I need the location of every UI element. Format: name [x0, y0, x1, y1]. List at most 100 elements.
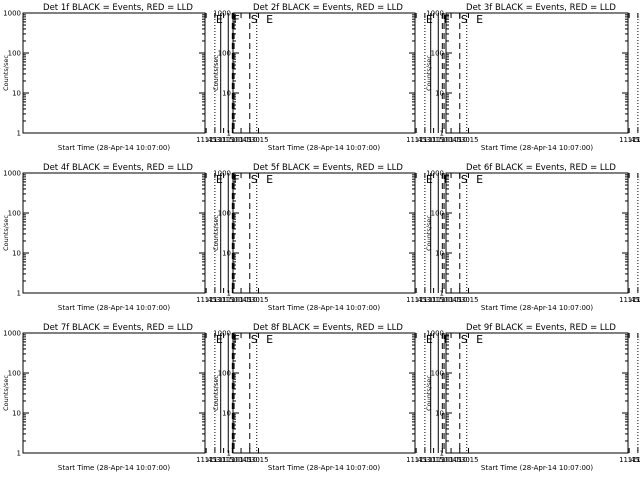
panel-6: Det 6f BLACK = Events, RED = LLD 1 10 100 10… — [425, 163, 640, 312]
y-tick-label: 100 — [431, 370, 444, 378]
y-tick-label: 10 — [222, 90, 231, 98]
y-tick-label: 1000 — [426, 330, 444, 338]
region-marker-e: E — [216, 13, 223, 26]
events-series-line — [250, 223, 260, 234]
y-tick-label: 1000 — [3, 10, 21, 18]
panel-1: Det 1f BLACK = Events, RED = LLD 1 10 100 10… — [2, 3, 273, 152]
y-tick-label: 1000 — [213, 170, 231, 178]
y-tick-label: 100 — [218, 370, 231, 378]
x-tick-label: 11:15 — [214, 136, 234, 144]
x-tick-label: 10:30 — [450, 136, 470, 144]
region-marker-e: E — [426, 173, 433, 186]
y-axis-label: Counts/sec — [425, 215, 433, 251]
x-tick-label: 11:30 — [205, 296, 225, 304]
chart-title: Det 2f BLACK = Events, RED = LLD — [253, 3, 403, 13]
panel-4: Det 4f BLACK = Events, RED = LLD 1 10 100 10… — [2, 163, 273, 312]
plot-frame — [232, 172, 416, 294]
x-axis-label: Start Time (28-Apr-14 10:07:00) — [481, 304, 593, 312]
region-marker-e: E — [639, 173, 640, 186]
x-tick-label: 10:30 — [240, 456, 260, 464]
x-tick-label: 11:45 — [619, 136, 639, 144]
x-tick-label: 11:15 — [637, 136, 640, 144]
y-tick-label: 10 — [222, 250, 231, 258]
y-axis-label: Counts/sec — [212, 55, 220, 91]
y-tick-label: 100 — [8, 210, 21, 218]
region-marker-s: S — [251, 173, 258, 186]
x-tick-label: 11:15 — [637, 296, 640, 304]
y-axis-label: Counts/sec — [2, 375, 10, 411]
panel-7: Det 7f BLACK = Events, RED = LLD 1 10 100 10… — [2, 323, 273, 472]
panel-5: Det 5f BLACK = Events, RED = LLD 1 10 100 10… — [212, 163, 483, 312]
y-tick-label: 10 — [435, 410, 444, 418]
x-tick-label: 10:45 — [231, 456, 251, 464]
y-tick-label: 1000 — [213, 330, 231, 338]
y-tick-label: 10 — [435, 250, 444, 258]
y-tick-label: 1000 — [426, 10, 444, 18]
x-tick-label: 11:15 — [214, 456, 234, 464]
x-tick-label: 11:45 — [619, 456, 639, 464]
y-tick-label: 1 — [227, 290, 231, 298]
region-marker-e: E — [476, 173, 483, 186]
events-series-line — [250, 61, 260, 72]
region-marker-e: E — [266, 173, 273, 186]
y-axis-label: Counts/sec — [212, 375, 220, 411]
y-tick-label: 1000 — [426, 170, 444, 178]
y-axis-label: Counts/sec — [425, 375, 433, 411]
y-tick-label: 100 — [218, 50, 231, 58]
region-marker-e: E — [639, 333, 640, 346]
x-tick-label: 10:15 — [458, 136, 478, 144]
y-axis-label: Counts/sec — [2, 55, 10, 91]
x-tick-label: 11:45 — [619, 296, 639, 304]
panel-8: Det 8f BLACK = Events, RED = LLD 1 10 100 10… — [212, 323, 483, 472]
x-tick-label: 11:15 — [424, 296, 444, 304]
panel-2: Det 2f BLACK = Events, RED = LLD 1 10 100 10… — [212, 3, 483, 152]
x-tick-label: 11:15 — [424, 456, 444, 464]
x-tick-label: 11:00 — [432, 136, 452, 144]
y-tick-label: 1000 — [3, 170, 21, 178]
chart-title: Det 5f BLACK = Events, RED = LLD — [253, 163, 403, 173]
plot-frame — [232, 12, 416, 134]
region-marker-e: E — [216, 173, 223, 186]
region-marker-e: E — [476, 333, 483, 346]
region-marker-f: F — [233, 13, 239, 26]
y-tick-label: 10 — [12, 410, 21, 418]
x-tick-label: 10:45 — [231, 296, 251, 304]
x-tick-label: 11:00 — [222, 136, 242, 144]
plot-frame — [22, 12, 206, 134]
region-marker-e: E — [216, 333, 223, 346]
x-tick-label: 11:00 — [222, 456, 242, 464]
y-tick-label: 1000 — [3, 330, 21, 338]
x-tick-label: 11:30 — [205, 456, 225, 464]
chart-title: Det 6f BLACK = Events, RED = LLD — [466, 163, 616, 173]
region-marker-e: E — [639, 13, 640, 26]
x-tick-label: 11:15 — [424, 136, 444, 144]
y-tick-label: 100 — [8, 370, 21, 378]
x-tick-label: 10:45 — [441, 136, 461, 144]
events-series-line — [632, 368, 640, 389]
x-axis-label: Start Time (28-Apr-14 10:07:00) — [268, 304, 380, 312]
x-tick-label: 10:15 — [458, 296, 478, 304]
events-series-line — [460, 223, 470, 234]
y-tick-label: 1 — [440, 130, 444, 138]
region-marker-s: S — [251, 13, 258, 26]
plot-frame — [22, 332, 206, 454]
y-tick-label: 1 — [17, 290, 21, 298]
x-tick-label: 10:15 — [248, 136, 268, 144]
y-tick-label: 100 — [8, 50, 21, 58]
region-marker-e: E — [266, 333, 273, 346]
chart-title: Det 8f BLACK = Events, RED = LLD — [253, 323, 403, 333]
x-tick-label: 10:15 — [248, 296, 268, 304]
region-marker-e: E — [426, 13, 433, 26]
x-tick-label: 11:45 — [406, 136, 426, 144]
events-series-line — [460, 63, 470, 74]
x-tick-label: 11:45 — [196, 456, 216, 464]
events-series-line — [250, 379, 260, 391]
y-tick-label: 10 — [12, 90, 21, 98]
x-tick-label: 11:45 — [196, 136, 216, 144]
x-axis-label: Start Time (28-Apr-14 10:07:00) — [481, 464, 593, 472]
x-tick-label: 11:15 — [214, 296, 234, 304]
y-tick-label: 1 — [17, 450, 21, 458]
x-tick-label: 10:15 — [458, 456, 478, 464]
x-tick-label: 11:00 — [432, 296, 452, 304]
